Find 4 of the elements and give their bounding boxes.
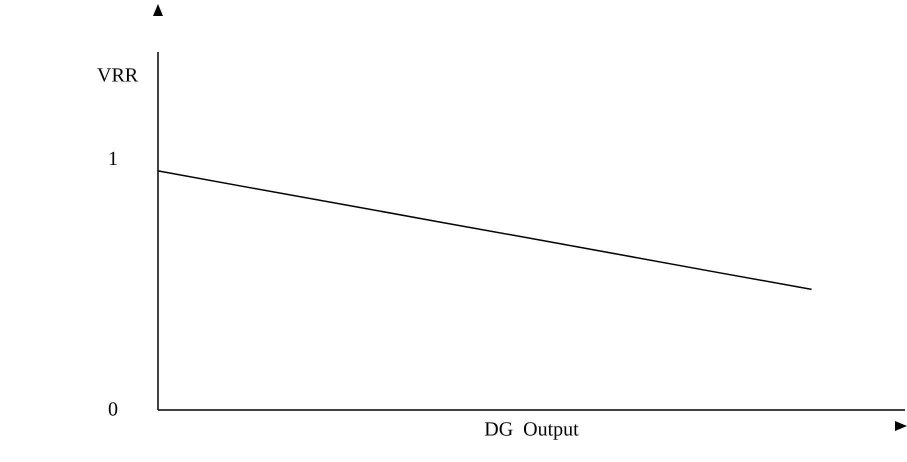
y-tick-label: 1 [108, 148, 118, 170]
y-axis-title: VRR [97, 64, 139, 86]
x-axis-title: DG Output [484, 418, 580, 440]
y-tick-label: 0 [108, 398, 118, 420]
